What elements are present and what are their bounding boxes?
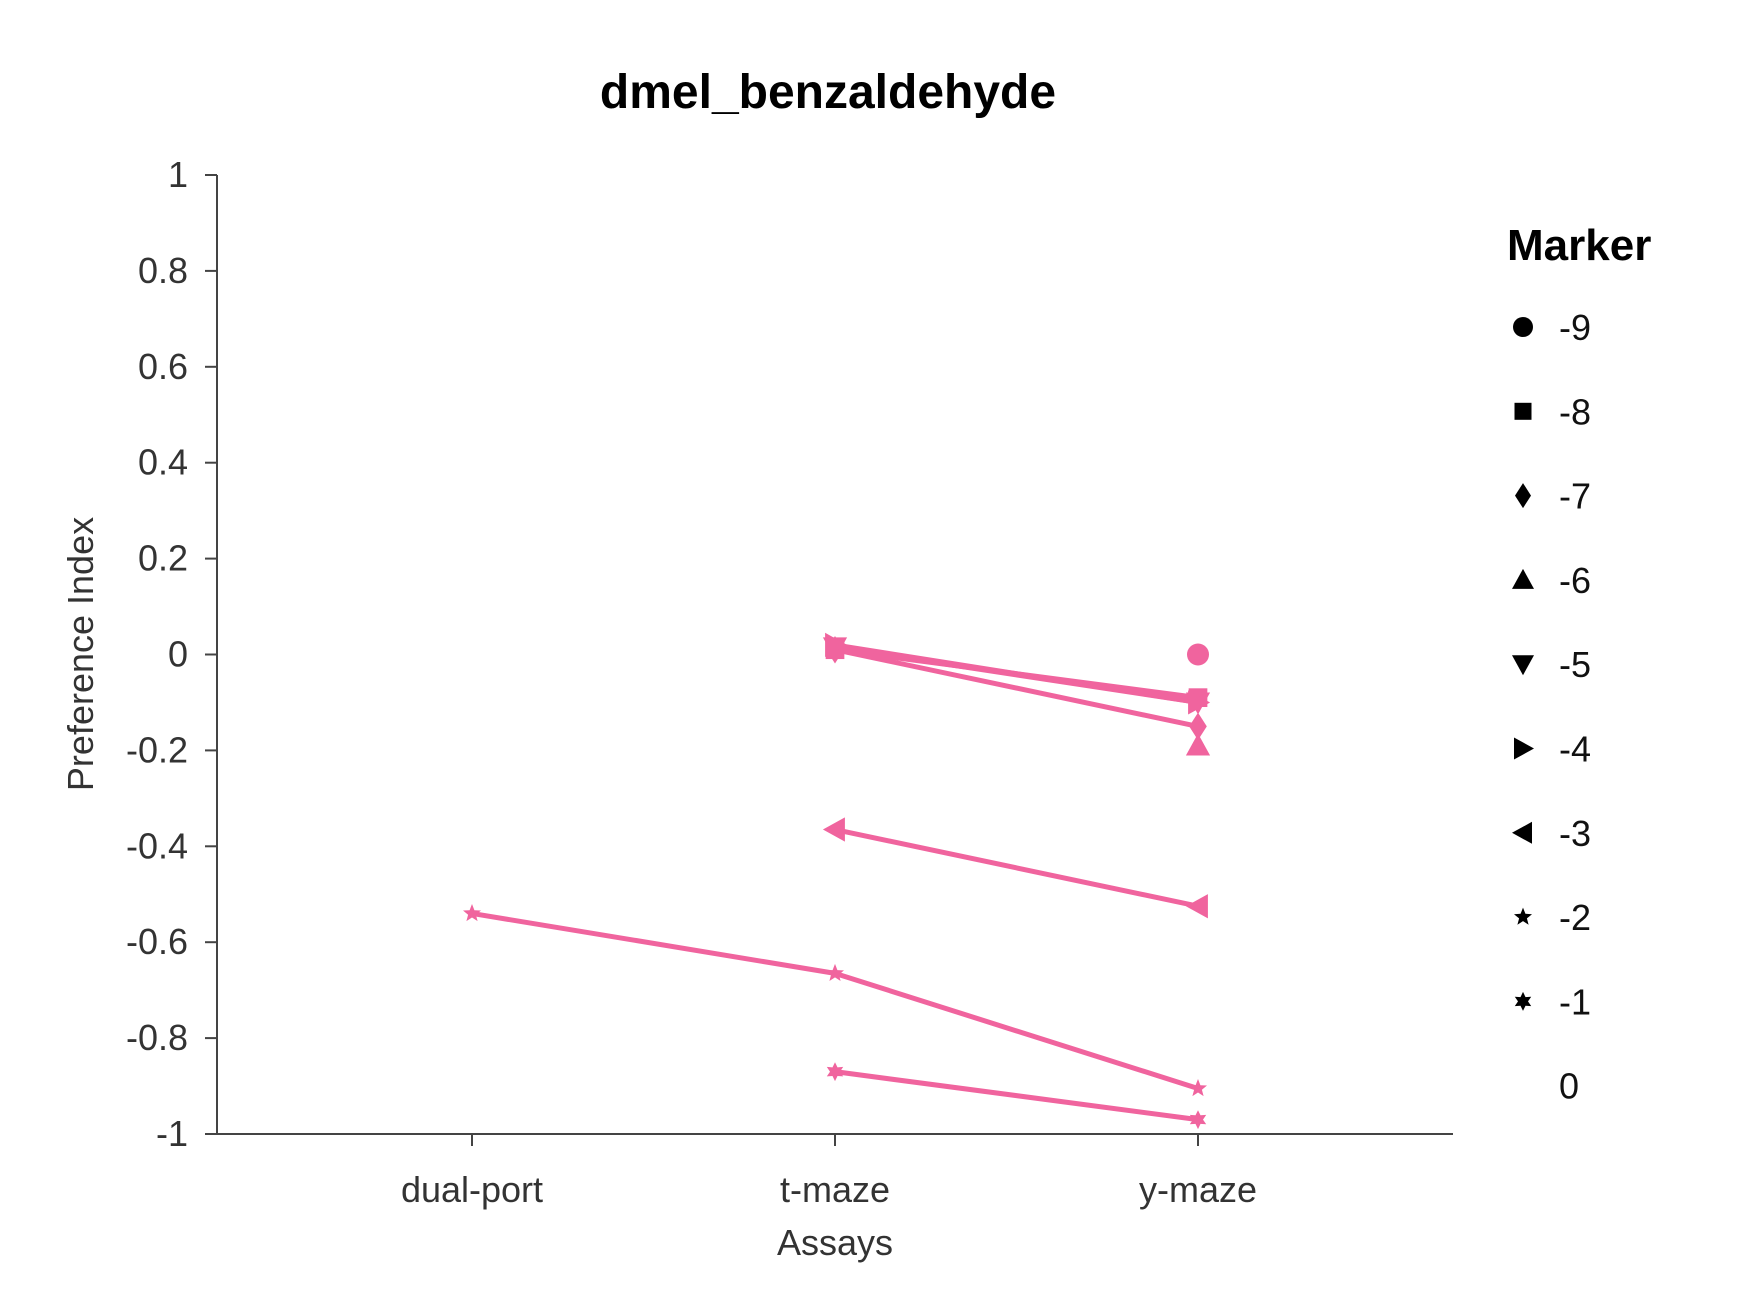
data-point-star6: [826, 1062, 844, 1082]
series-line-triangle-left: [834, 827, 1199, 909]
legend-label: -8: [1559, 391, 1591, 432]
series-markers: [463, 632, 1211, 1130]
x-axis-label: Assays: [777, 1222, 893, 1263]
legend-label: -1: [1559, 981, 1591, 1022]
legend-entries: -9 -8 -7 -6 -5 -4 -3 -2 -1 0: [1512, 307, 1591, 1107]
legend-label: 0: [1559, 1066, 1579, 1107]
legend-label: -3: [1559, 813, 1591, 854]
legend-label: -5: [1559, 644, 1591, 685]
legend-label: -4: [1559, 729, 1591, 770]
legend-label: -7: [1559, 476, 1591, 517]
data-point-triangle-right: [1188, 690, 1211, 715]
y-tick-label: -0.6: [126, 921, 188, 962]
data-point-star5: [463, 904, 481, 922]
y-ticks: 1 0.8 0.6 0.4 0.2 0 -0.2 -0.4 -0.6 -0.8 -1: [126, 154, 217, 1154]
y-tick-label: 0.8: [138, 250, 188, 291]
legend-title: Marker: [1507, 221, 1651, 270]
data-point-triangle-up: [1185, 733, 1211, 756]
chart-title: dmel_benzaldehyde: [600, 66, 1056, 119]
plot-area: 1 0.8 0.6 0.4 0.2 0 -0.2 -0.4 -0.6 -0.8 -1 dual-po…: [126, 154, 1453, 1210]
legend-marker-star6: [1514, 991, 1532, 1011]
data-point-diamond: [1189, 712, 1207, 741]
legend-marker-square: [1514, 402, 1532, 420]
series-line-star5: [471, 910, 1199, 1091]
series-line-diamond: [834, 647, 1199, 729]
x-tick-label: t-maze: [780, 1169, 890, 1210]
data-point-triangle-left: [1185, 894, 1208, 919]
data-point-triangle-right: [825, 632, 848, 658]
y-tick-label: 0.4: [138, 442, 188, 483]
legend-label: -9: [1559, 307, 1591, 348]
legend-marker-star5: [1514, 907, 1532, 925]
y-tick-label: -1: [156, 1113, 188, 1154]
data-point-triangle-left: [822, 817, 845, 842]
y-axis-label: Preference Index: [60, 517, 101, 791]
legend-marker-triangle-down: [1512, 655, 1534, 676]
data-point-star5: [826, 963, 844, 981]
x-ticks: dual-port t-maze y-maze: [401, 1134, 1257, 1210]
data-point-circle: [1187, 643, 1209, 666]
y-tick-label: -0.4: [126, 825, 188, 866]
legend-marker-diamond: [1515, 483, 1531, 509]
x-tick-label: y-maze: [1139, 1169, 1257, 1210]
y-tick-label: 0.6: [138, 346, 188, 387]
y-tick-label: -0.2: [126, 729, 188, 770]
legend-marker-triangle-up: [1512, 568, 1534, 589]
legend-marker-triangle-right: [1514, 737, 1534, 760]
data-point-star5: [1189, 1079, 1207, 1097]
x-tick-label: dual-port: [401, 1169, 543, 1210]
legend-marker-circle: [1513, 317, 1533, 337]
legend: Marker -9 -8 -7 -6 -5 -4 -3 -2 -1 0: [1507, 221, 1651, 1107]
y-tick-label: -0.8: [126, 1017, 188, 1058]
y-tick-label: 0.2: [138, 538, 188, 579]
data-point-star6: [1189, 1110, 1207, 1130]
series-lines: [471, 642, 1199, 1123]
series-line-star6: [834, 1069, 1199, 1123]
series-line-triangle-right: [834, 642, 1199, 705]
y-tick-label: 0: [168, 634, 188, 675]
legend-label: -6: [1559, 560, 1591, 601]
legend-marker-triangle-left: [1512, 821, 1532, 844]
y-tick-label: 1: [168, 154, 188, 195]
legend-label: -2: [1559, 897, 1591, 938]
